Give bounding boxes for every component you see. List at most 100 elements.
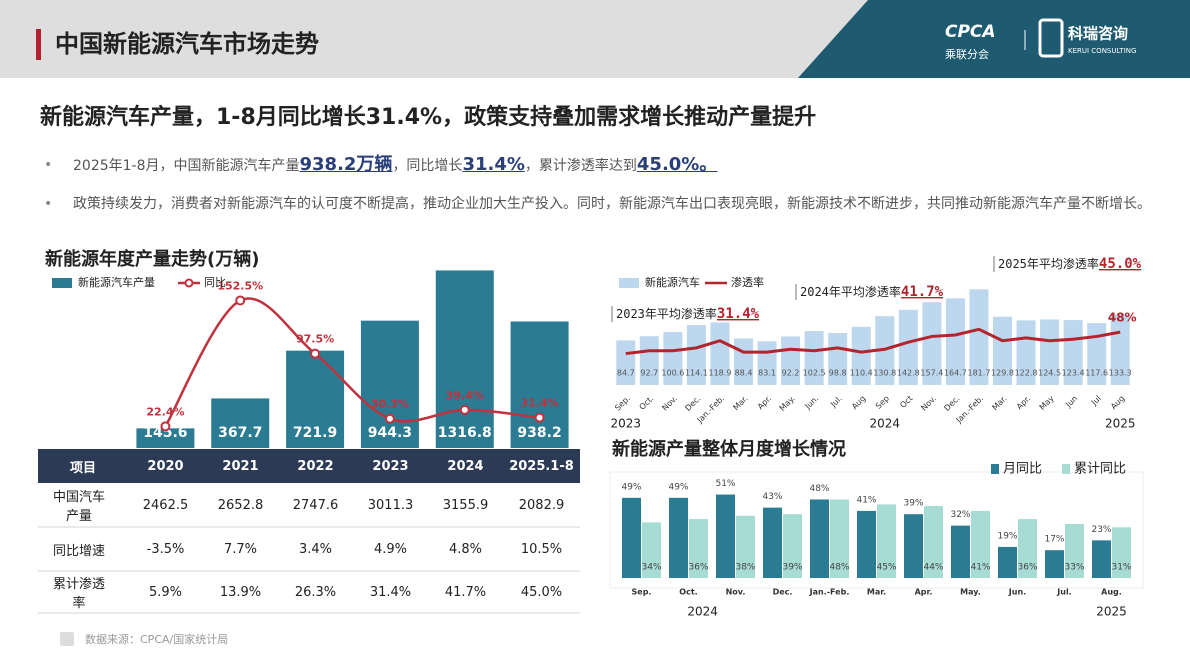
x-tick-label: Jun. — [1008, 588, 1026, 597]
x-tick-label: Oct. — [679, 588, 697, 597]
bar-label: 122.8 — [1015, 369, 1038, 378]
bar-label: 124.5 — [1038, 369, 1061, 378]
bar-label: 944.3 — [368, 425, 412, 441]
table-cell: 4.8% — [448, 541, 483, 557]
bullet: 政策持续发力，消费者对新能源汽车的认可度不断提高，推动企业加大生产投入。同时，新… — [44, 191, 1163, 217]
legend-swatch — [619, 278, 639, 288]
year-label: 2024 — [869, 417, 900, 431]
bar-label: 938.2 — [517, 425, 561, 441]
x-tick-label: Aug — [850, 394, 867, 411]
bar — [998, 546, 1017, 578]
bar — [971, 510, 990, 578]
x-tick-label: Jul. — [828, 394, 844, 410]
x-tick-label: Sep — [874, 394, 891, 411]
source: 数据来源：CPCA/国家统计局 — [85, 632, 228, 646]
bar-label: 92.2 — [782, 369, 800, 378]
line-label: 39.4% — [446, 389, 484, 402]
table-cell: 7.7% — [223, 541, 258, 557]
bar-label: 41% — [970, 563, 990, 573]
bar — [951, 525, 970, 578]
bar-label: 32% — [950, 510, 970, 520]
annotation-marker — [795, 284, 797, 300]
legend-label: 累计同比 — [1074, 462, 1126, 477]
table-cell: 41.7% — [444, 584, 487, 600]
table-header: 2021 — [222, 458, 259, 474]
bar — [1045, 550, 1064, 578]
table-cell: 3.4% — [298, 541, 333, 557]
bar-label: 36% — [1017, 563, 1037, 573]
bar-label: 117.6 — [1085, 369, 1108, 378]
annotation-marker — [993, 256, 995, 272]
bar — [211, 398, 270, 448]
bar — [136, 428, 195, 448]
bar-label: 44% — [923, 563, 943, 573]
bar-label: 31% — [1111, 563, 1131, 573]
bar — [783, 514, 802, 578]
logo-cpca: CPCA — [945, 22, 996, 42]
year-label: 2024 — [687, 605, 718, 619]
line-marker — [459, 404, 470, 415]
table-row-label: 中国汽车产量 — [52, 490, 105, 524]
bar — [781, 336, 801, 385]
annotation: 2024年平均渗透率41.7% — [800, 284, 944, 301]
bar — [689, 519, 708, 578]
bar-label: 83.1 — [758, 369, 776, 378]
line-label: 22.4% — [146, 405, 184, 418]
line-marker — [534, 412, 545, 423]
annotation-value: 45.0% — [1099, 256, 1142, 272]
bar-label: 34% — [641, 563, 661, 573]
bar-label: 367.7 — [218, 425, 262, 441]
bar-label: 17% — [1044, 535, 1064, 545]
chart-title: 新能源产量整体月度增长情况 — [612, 438, 846, 460]
x-tick-label: Apr. — [915, 588, 933, 597]
table-cell: 10.5% — [520, 541, 563, 557]
table-header: 2022 — [297, 458, 334, 474]
annotation: 2023年平均渗透率31.4% — [616, 306, 760, 323]
x-tick-label: Mar. — [867, 588, 886, 597]
bar — [1063, 320, 1083, 385]
x-tick-label: Aug — [1109, 394, 1126, 411]
bar-label: 721.9 — [293, 425, 337, 441]
bar-label: 39% — [782, 563, 802, 573]
bar — [1112, 527, 1131, 578]
bar — [1087, 323, 1107, 385]
bar-label: 41% — [856, 495, 876, 505]
bar — [898, 309, 918, 385]
bar-label: 118.9 — [709, 369, 732, 378]
bar-label: 84.7 — [617, 369, 635, 378]
bar-label: 88.4 — [735, 369, 753, 378]
bullet-text: ，同比增长 — [392, 158, 463, 174]
bar — [286, 350, 345, 448]
table-header: 2024 — [447, 458, 484, 474]
bar-label: 39% — [903, 499, 923, 509]
bar — [435, 270, 494, 448]
x-tick-label: Apr. — [756, 394, 773, 411]
bar-label: 48% — [809, 484, 829, 494]
line — [625, 327, 1121, 356]
annotation-marker — [611, 306, 613, 322]
bar-label: 98.8 — [829, 369, 847, 378]
line-label: 48% — [1108, 311, 1137, 325]
logo-kerui-mark — [1038, 18, 1064, 58]
header-title: 中国新能源汽车市场走势 — [55, 30, 319, 58]
legend-swatch — [991, 464, 999, 474]
logo-kerui-sub: KERUI CONSULTING — [1068, 47, 1136, 55]
annotation-value: 41.7% — [901, 284, 944, 300]
logo-cpca-sub: 乘联分会 — [945, 48, 989, 61]
x-tick-label: May — [1038, 394, 1056, 412]
annotation-text: 2023年平均渗透率 — [616, 306, 717, 321]
bar — [642, 522, 661, 578]
bar-label: 142.8 — [897, 369, 920, 378]
legend-swatch — [52, 278, 72, 288]
bar-label: 130.8 — [873, 369, 896, 378]
table-cell: 2082.9 — [518, 497, 565, 513]
table-row-label: 累计渗透率 — [52, 577, 105, 611]
bar — [922, 302, 942, 385]
bar — [716, 494, 735, 578]
x-tick-label: Mar. — [990, 394, 1008, 412]
x-tick-label: Jul. — [1056, 588, 1071, 597]
bar-label: 145.6 — [143, 425, 187, 441]
legend-marker — [184, 278, 194, 288]
